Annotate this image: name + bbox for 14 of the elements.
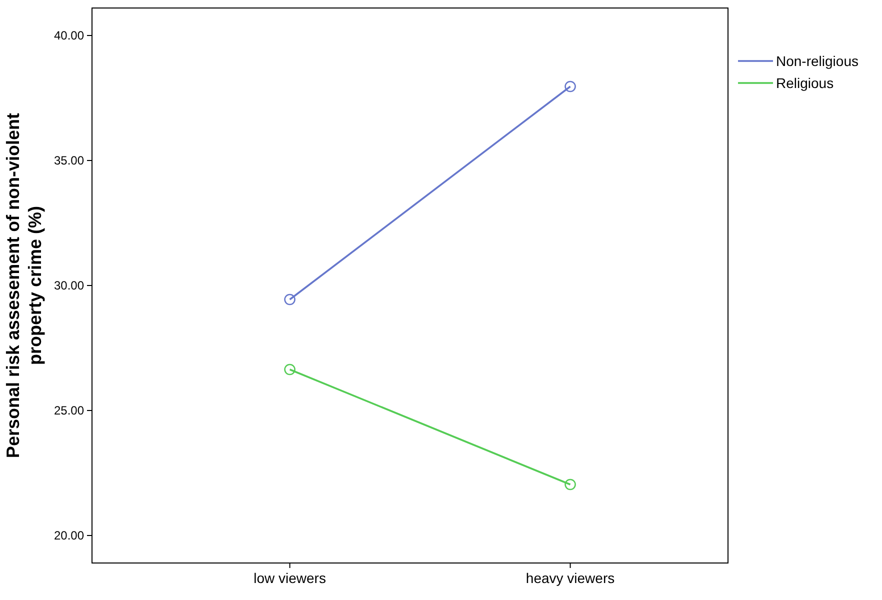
legend-label: Non-religious [776,52,858,69]
point [564,478,576,490]
point [284,294,296,306]
y-tick-label: 25.00 [54,404,84,418]
y-tick-label: 40.00 [54,28,84,43]
y-tick-label: 30.00 [54,278,84,293]
x-tick-label: low viewers [254,570,326,586]
point [284,364,296,376]
y-tick-label: 35.00 [54,154,84,168]
point [564,80,576,92]
legend-label: Religious [776,74,834,91]
y-tick-label: 20.00 [54,528,84,543]
y-axis-title: Personal risk assesement of non-violent property crime (%) [3,112,45,458]
x-tick-label: heavy viewers [526,570,615,586]
